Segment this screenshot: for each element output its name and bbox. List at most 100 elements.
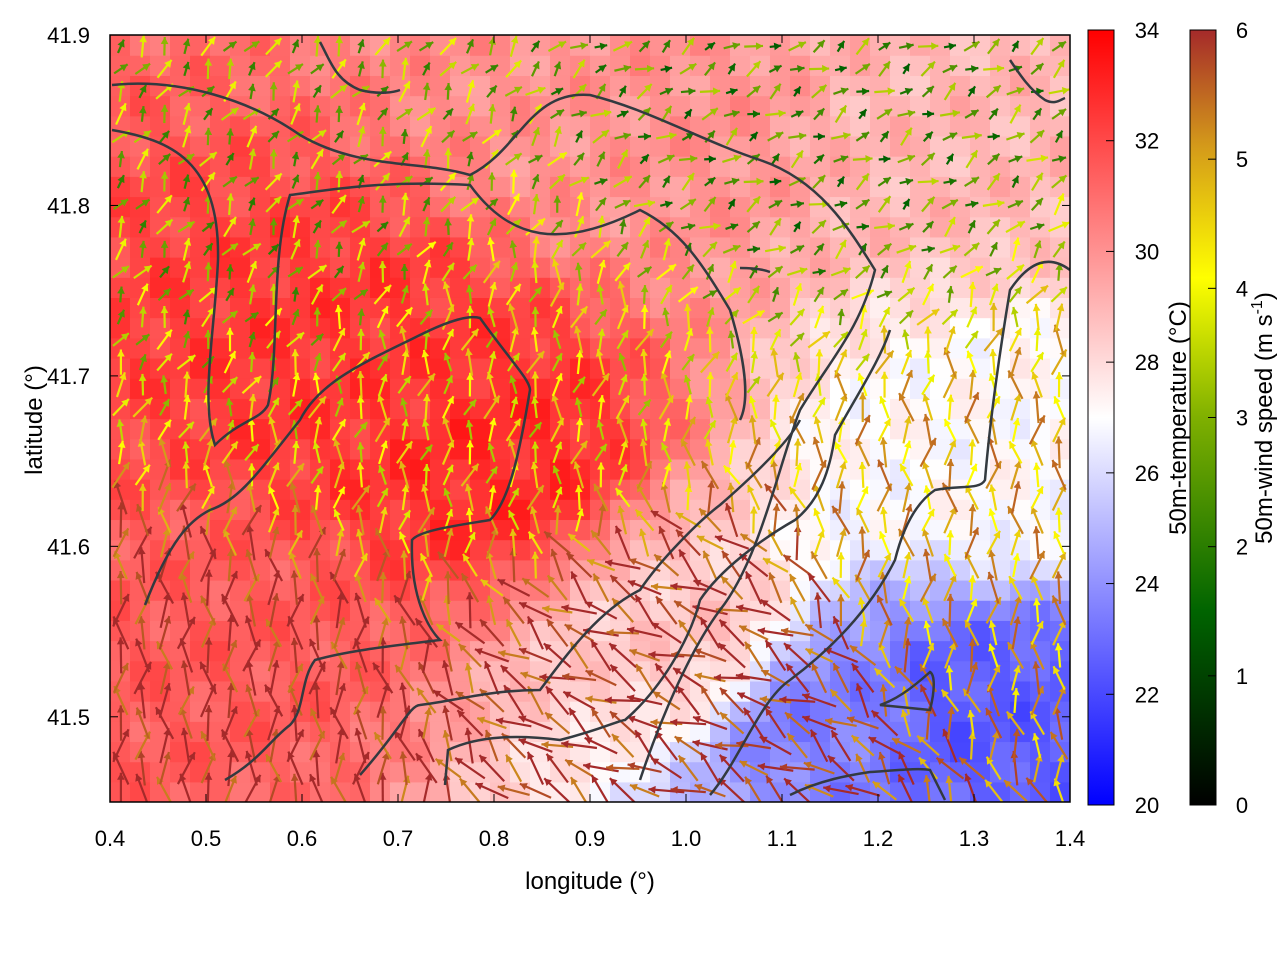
heatmap-cell — [470, 519, 491, 541]
wind-vector-head — [641, 40, 650, 49]
wind-vector-head — [423, 62, 430, 71]
contour-line — [111, 82, 877, 781]
heatmap-cell — [870, 499, 891, 521]
heatmap-cell — [490, 75, 511, 97]
wind-vector-head — [160, 375, 169, 383]
wind-vector-head — [1054, 643, 1063, 651]
heatmap-cell — [250, 418, 271, 440]
wind-vector-head — [510, 35, 519, 44]
wind-vector-head — [840, 155, 849, 163]
wind-vector-head — [616, 416, 624, 425]
wind-vector-head — [186, 221, 195, 229]
wind-vector-head — [730, 223, 739, 231]
heatmap-cell — [450, 600, 471, 621]
heatmap-cell — [470, 277, 491, 298]
wind-vector-head — [797, 41, 806, 49]
wind-vector-head — [122, 729, 130, 738]
heatmap-cell — [530, 156, 551, 177]
wind-vector-head — [971, 177, 980, 185]
wind-vector-head — [315, 199, 324, 208]
heatmap-cell — [530, 438, 551, 460]
wind-vector-head — [294, 64, 303, 72]
wind-vector-head — [361, 221, 370, 229]
wind-vector-head — [249, 261, 258, 270]
heatmap-cell — [510, 337, 531, 359]
x-tick-label: 1.0 — [671, 826, 702, 851]
wind-vector-head — [992, 85, 1001, 93]
heatmap-cell — [630, 257, 651, 278]
wind-vector-head — [508, 510, 516, 519]
wind-vector-head — [415, 618, 423, 627]
wind-vector-head — [489, 218, 497, 227]
wind-vector-head — [609, 643, 618, 651]
wind-vector-head — [865, 155, 873, 163]
heatmap-cell — [970, 579, 991, 601]
heatmap-cell — [770, 277, 791, 298]
wind-vector-head — [765, 708, 773, 717]
heatmap-cell — [590, 75, 611, 97]
heatmap-cell — [650, 156, 671, 177]
heatmap-cell — [670, 579, 691, 601]
wind-vector-head — [570, 777, 578, 786]
heatmap-cell — [910, 55, 931, 76]
wind-vector-head — [204, 569, 213, 577]
wind-vector-head — [422, 283, 430, 292]
wind-vector-head — [772, 503, 781, 511]
wind-vector-head — [694, 672, 703, 680]
heatmap-cell — [570, 95, 591, 117]
wind-vector-head — [729, 88, 738, 96]
heatmap-cell — [610, 115, 631, 137]
wind-vector-head — [1053, 666, 1061, 675]
wind-vector-head — [272, 462, 280, 471]
wind-vector-head — [1054, 436, 1063, 444]
wind-vector-head — [422, 82, 431, 91]
heatmap-cell — [430, 741, 451, 763]
wind-vector-head — [905, 370, 914, 379]
wind-vector-head — [635, 509, 644, 518]
heatmap-cell — [870, 317, 891, 339]
wind-vector-head — [839, 461, 847, 470]
heatmap-cell — [910, 115, 931, 137]
wind-vector-head — [927, 643, 935, 651]
heatmap-cell — [610, 539, 631, 561]
wind-vector-head — [922, 528, 930, 537]
wind-vector-head — [991, 283, 999, 292]
heatmap-cell — [790, 216, 811, 238]
heatmap-cell — [890, 297, 911, 319]
heatmap-cell — [550, 176, 571, 198]
wind-vector-head — [816, 108, 825, 117]
heatmap-cell — [410, 35, 431, 56]
heatmap-cell — [490, 398, 511, 420]
heatmap-cell — [130, 438, 151, 460]
heatmap-cell — [850, 357, 871, 379]
heatmap-cell — [210, 176, 231, 198]
wind-vector-head — [183, 125, 192, 134]
heatmap-cell — [910, 701, 931, 722]
wind-vector-head — [141, 199, 150, 207]
wind-vector-head — [849, 645, 858, 653]
wind-vector-head — [598, 197, 606, 206]
heatmap-cell — [970, 539, 991, 561]
heatmap-cell — [670, 378, 691, 399]
wind-vector-head — [465, 592, 474, 600]
heatmap-cell — [670, 357, 691, 379]
wind-vector-head — [759, 695, 768, 704]
wind-vector-head — [292, 80, 300, 89]
x-tick-label: 0.5 — [191, 826, 222, 851]
wind-vector-head — [598, 65, 607, 73]
wind-vector-head — [316, 149, 324, 158]
heatmap-cell — [890, 156, 911, 177]
wind-vector-head — [1036, 352, 1044, 361]
heatmap-cell — [390, 781, 411, 802]
wind-vector-head — [1031, 371, 1039, 380]
wind-vector-head — [620, 464, 628, 473]
wind-vector-head — [290, 705, 299, 713]
heatmap-cell — [690, 55, 711, 76]
heatmap-cell — [310, 479, 331, 500]
wind-vector-head — [757, 762, 766, 771]
wind-vector-head — [730, 372, 738, 381]
wind-vector-head — [713, 673, 721, 682]
wind-vector-head — [905, 42, 914, 50]
wind-vector-head — [378, 59, 387, 67]
